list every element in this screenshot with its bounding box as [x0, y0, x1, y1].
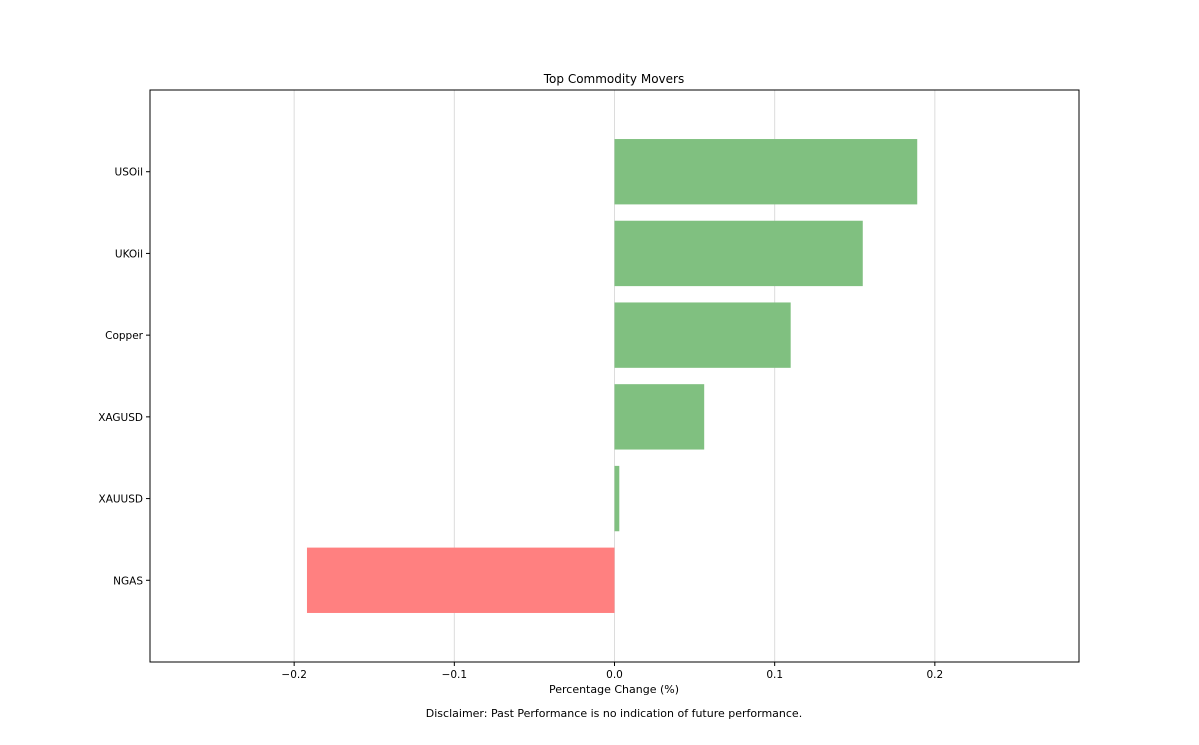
- bar-usoil: [614, 139, 918, 205]
- x-axis-ticks: −0.2 −0.1 0.0 0.1 0.2: [281, 662, 943, 681]
- bars: [306, 139, 918, 613]
- x-tick-label: 0.1: [766, 669, 783, 681]
- disclaimer-text: Disclaimer: Past Performance is no indic…: [426, 707, 802, 720]
- bar-xauusd: [614, 465, 620, 532]
- y-tick-label-xagusd: XAGUSD: [98, 412, 143, 424]
- bar-ukoil: [614, 220, 863, 287]
- x-tick-label: −0.1: [442, 669, 468, 681]
- x-tick-label: 0.0: [606, 669, 623, 681]
- y-tick-label-xauusd: XAUUSD: [99, 494, 144, 506]
- bar-ngas: [306, 547, 615, 613]
- x-tick-label: −0.2: [281, 669, 307, 681]
- y-tick-label-usoil: USOil: [115, 167, 143, 179]
- y-tick-label-ngas: NGAS: [113, 575, 143, 587]
- y-axis-ticks: USOil UKOil Copper XAGUSD XAUUSD NGAS: [98, 167, 150, 587]
- y-tick-label-copper: Copper: [105, 330, 144, 342]
- x-axis-label: Percentage Change (%): [549, 683, 679, 696]
- bar-xagusd: [614, 384, 705, 450]
- x-tick-label: 0.2: [926, 669, 943, 681]
- chart-title: Top Commodity Movers: [543, 72, 684, 86]
- y-tick-label-ukoil: UKOil: [115, 248, 143, 260]
- bar-copper: [614, 302, 791, 368]
